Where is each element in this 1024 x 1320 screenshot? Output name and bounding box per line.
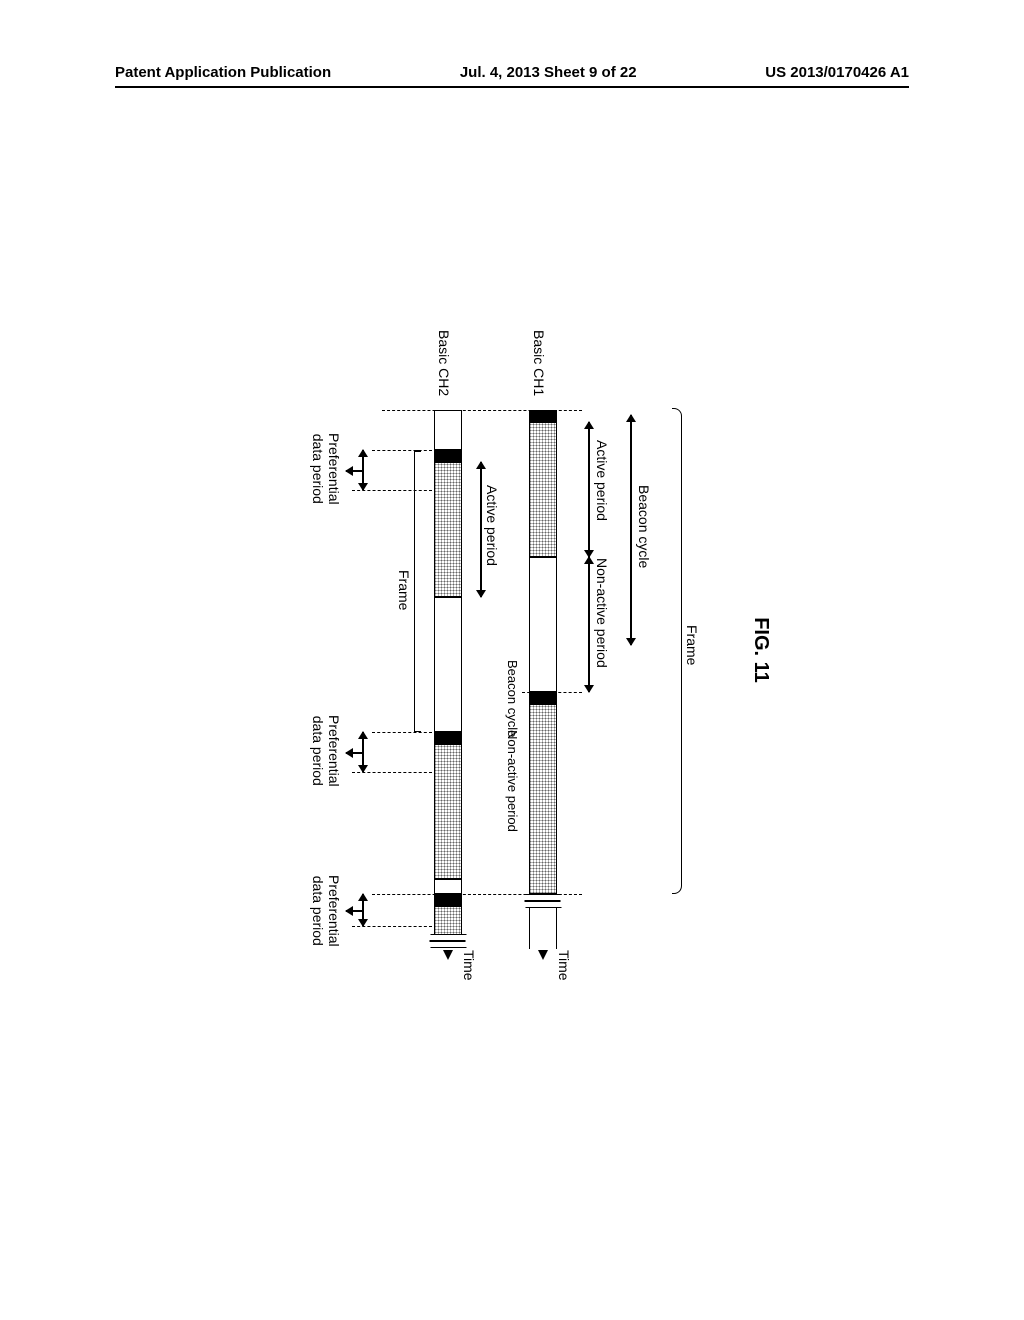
ch1-time-label: Time	[556, 950, 572, 981]
nonactive-span-1	[589, 557, 591, 692]
pref-arrow-1	[346, 470, 364, 472]
vdash-2	[372, 450, 432, 451]
ch1-time-arrow	[538, 950, 548, 960]
ch1-break	[525, 894, 561, 908]
vdash-1	[382, 410, 582, 411]
active-period-label-1: Active period	[594, 440, 610, 521]
beacon-cycle-label-1: Beacon cycle	[636, 485, 652, 568]
page-header: Patent Application Publication Jul. 4, 2…	[0, 64, 1024, 81]
frame-brace-top	[672, 408, 682, 894]
ch1-beacon-2	[529, 692, 557, 704]
active-period-label-2: Active period	[484, 485, 500, 566]
pref-arrow-3	[346, 910, 364, 912]
header-right: US 2013/0170426 A1	[765, 64, 909, 81]
frame-bracket-bottom	[414, 450, 422, 732]
ch2-nonactive-2	[434, 879, 462, 894]
header-rule	[115, 86, 909, 88]
beacon-cycle-span-1	[631, 415, 633, 645]
ch2-lead	[434, 410, 462, 450]
ch1-active-1	[529, 422, 557, 557]
vdash-4	[522, 692, 582, 693]
beacon-cycle-label-2: Beacon cycle	[505, 660, 520, 737]
ch2-time-arrow	[443, 950, 453, 960]
ch2-beacon-1	[434, 450, 462, 462]
ch2-row	[434, 410, 462, 950]
header-left: Patent Application Publication	[115, 64, 331, 81]
ch1-label: Basic CH1	[531, 330, 547, 396]
figure-area: FIG. 11 Frame Beacon cycle Active period…	[0, 300, 1024, 1000]
frame-label-top: Frame	[684, 625, 700, 665]
vdash-5	[372, 732, 432, 733]
vdash-7	[372, 894, 582, 895]
pref-arrow-2	[346, 752, 364, 754]
active-span-2	[481, 462, 483, 597]
pref-label-2: Preferential data period	[310, 715, 342, 787]
ch2-label: Basic CH2	[436, 330, 452, 396]
ch2-beacon-3	[434, 894, 462, 906]
ch2-break	[430, 934, 466, 948]
pref-label-1: Preferential data period	[310, 433, 342, 505]
ch2-time-label: Time	[461, 950, 477, 981]
ch1-nonactive-1	[529, 557, 557, 692]
frame-label-bottom: Frame	[396, 570, 412, 610]
active-span-1	[589, 422, 591, 557]
ch1-active-2	[529, 704, 557, 894]
figure-rotated: FIG. 11 Frame Beacon cycle Active period…	[252, 330, 772, 970]
header-center: Jul. 4, 2013 Sheet 9 of 22	[460, 64, 637, 81]
ch2-beacon-2	[434, 732, 462, 744]
ch2-nonactive-1	[434, 597, 462, 732]
nonactive-period-label-2: Non-active period	[505, 730, 520, 832]
timing-diagram: Frame Beacon cycle Active period Non-act…	[252, 330, 682, 970]
ch1-row	[529, 410, 557, 950]
nonactive-period-label-1: Non-active period	[594, 558, 610, 668]
pref-label-3: Preferential data period	[310, 875, 342, 947]
ch2-active-2	[434, 744, 462, 879]
figure-title: FIG. 11	[749, 617, 772, 683]
ch2-active-1	[434, 462, 462, 597]
ch1-beacon-1	[529, 410, 557, 422]
